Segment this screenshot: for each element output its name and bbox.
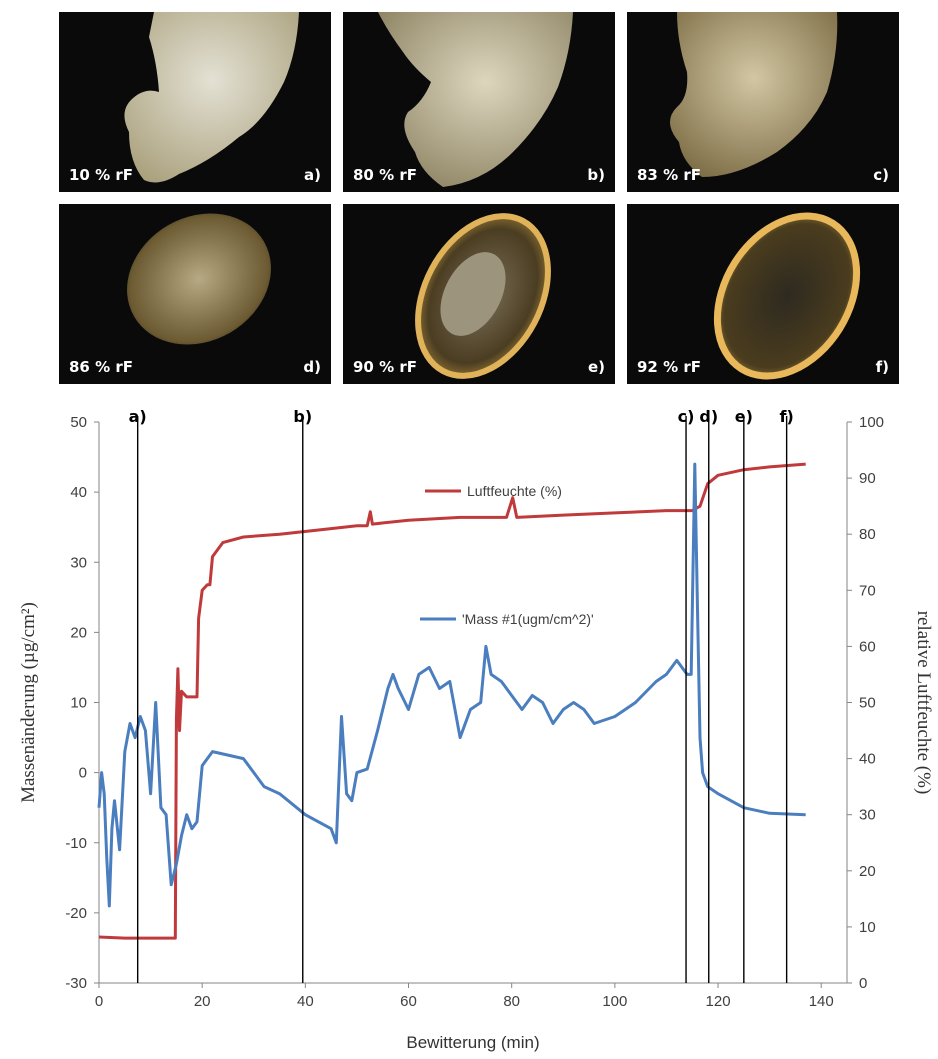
photo-humidity-label: 90 % rF [353,358,417,376]
photo-humidity-label: 80 % rF [353,166,417,184]
y-left-tick-label: -10 [65,835,87,852]
photo-humidity-label: 86 % rF [69,358,133,376]
photo-image-e [415,213,551,379]
photo-image-b [378,12,573,187]
x-tick-label: 20 [194,993,211,1010]
photo-panel-letter: b) [587,166,605,184]
y-left-tick-label: 20 [70,624,87,641]
event-marker-label: c) [678,407,695,426]
y-right-axis-title: relative Luftfeuchte (%) [913,611,934,795]
series-line-0 [98,462,806,940]
y-left-tick-label: 30 [70,554,87,571]
y-left-tick-label: 50 [70,414,87,431]
y-right-tick-label: 90 [859,470,876,487]
event-marker-label: f) [780,407,794,426]
y-left-tick-label: 0 [79,765,87,782]
photo-humidity-label: 92 % rF [637,358,701,376]
photo-panel-f: 92 % rF f) [627,204,899,384]
photo-panel-d: 86 % rF d) [59,204,331,384]
photo-panel-letter: c) [873,166,889,184]
y-left-tick-label: 10 [70,695,87,712]
y-right-tick-label: 50 [859,695,876,712]
photo-humidity-label: 83 % rF [637,166,701,184]
event-marker-label: a) [129,407,147,426]
x-tick-label: 40 [297,993,314,1010]
photo-image-f [713,212,861,380]
event-marker-label: d) [699,407,718,426]
y-right-tick-label: 100 [859,414,884,431]
series-line-1 [97,462,806,908]
photo-panel-c: 83 % rF c) [627,12,899,192]
x-axis-title: Bewitterung (min) [406,1033,539,1052]
photo-panel-letter: a) [304,166,321,184]
photo-panel-letter: d) [303,358,321,376]
x-tick-label: 80 [503,993,520,1010]
y-right-tick-label: 10 [859,919,876,936]
x-tick-label: 140 [809,993,834,1010]
x-tick-label: 100 [602,993,627,1010]
y-right-tick-label: 0 [859,975,867,992]
photo-image-d [127,213,271,345]
photo-panel-letter: e) [587,358,605,376]
x-tick-label: 120 [706,993,731,1010]
photo-image-c [669,12,838,177]
y-left-tick-label: -20 [65,905,87,922]
x-tick-label: 0 [95,993,103,1010]
event-marker-label: b) [293,407,312,426]
y-left-axis-title: Massenänderung (µg/cm²) [18,602,39,803]
humidity-mass-chart: 0 20 40 60 80 100 120 140 -30 -20 -10 0 10 20 30 40 50 0 1… [18,407,934,1052]
y-right-tick-label: 70 [859,582,876,599]
photo-panel-letter: f) [875,358,889,376]
y-right-tick-label: 40 [859,751,876,768]
y-right-tick-label: 80 [859,526,876,543]
y-left-tick-label: 40 [70,484,87,501]
photo-panel-a: 10 % rF a) [59,12,331,192]
x-tick-label: 60 [400,993,417,1010]
photo-panel-e: 90 % rF e) [343,204,615,384]
legend-label-1: 'Mass #1(ugm/cm^2)' [462,611,594,627]
photo-panel-b: 80 % rF b) [343,12,615,192]
event-marker-label: e) [735,407,753,426]
photo-humidity-label: 10 % rF [69,166,133,184]
legend-label-0: Luftfeuchte (%) [467,483,562,499]
y-right-tick-label: 30 [859,807,876,824]
photo-image-a [124,12,299,183]
y-right-tick-label: 60 [859,638,876,655]
y-right-tick-label: 20 [859,863,876,880]
y-left-tick-label: -30 [65,975,87,992]
